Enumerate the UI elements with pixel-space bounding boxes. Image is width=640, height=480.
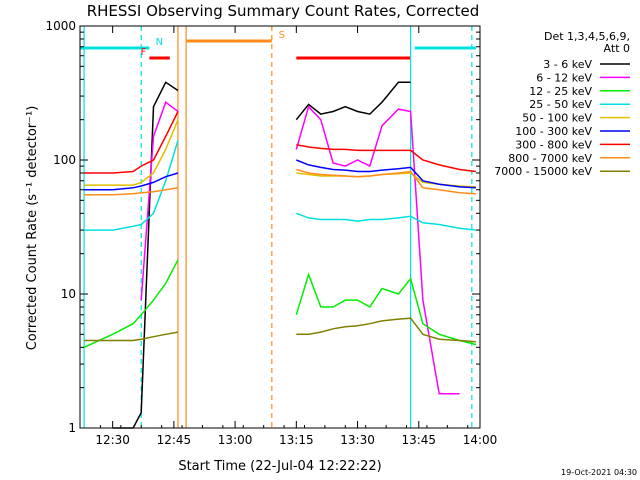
series-line-12-25-kev [83, 259, 477, 348]
series-line-25-50-kev [84, 140, 476, 231]
series-line-300-800-kev [84, 111, 476, 174]
legend-label-25-50-kev: 25 - 50 keV [529, 98, 592, 111]
footer-stamp: 19-Oct-2021 04:30 [561, 468, 637, 477]
legend-header-line-2: Att 0 [604, 42, 630, 55]
x-tick-label-12-30: 12:30 [95, 433, 130, 447]
y-tick-label-1: 1 [68, 421, 76, 435]
x-tick-label-13-15: 13:15 [279, 433, 314, 447]
x-axis-label: Start Time (22-Jul-04 12:22:22) [178, 459, 381, 474]
x-tick-label-13-30: 13:30 [340, 433, 375, 447]
x-tick-label-12-45: 12:45 [157, 433, 192, 447]
marker-label-s: S [279, 30, 285, 41]
y-tick-label-1000: 1000 [45, 19, 76, 33]
legend-label-3-6-kev: 3 - 6 keV [543, 58, 592, 71]
legend-label-7000-15000-kev: 7000 - 15000 keV [494, 165, 592, 178]
plot-frame [79, 25, 481, 429]
vertical-event-lines [83, 26, 473, 428]
marker-label-n: N [156, 37, 163, 48]
series-lines [83, 81, 477, 429]
observing-markers: N S F [80, 30, 476, 60]
x-tick-label-13-00: 13:00 [218, 433, 253, 447]
legend-label-6-12-kev: 6 - 12 keV [536, 71, 592, 84]
y-tick-label-10: 10 [61, 287, 76, 301]
series-line-100-300-kev [84, 159, 476, 191]
series-line-800-7000-kev [84, 168, 476, 196]
legend-label-12-25-kev: 12 - 25 keV [529, 85, 592, 98]
x-tick-label-13-45: 13:45 [401, 433, 436, 447]
legend-label-100-300-kev: 100 - 300 keV [515, 125, 592, 138]
legend-label-800-7000-kev: 800 - 7000 keV [508, 152, 592, 165]
marker-label-f: F [141, 47, 147, 58]
legend-label-300-800-kev: 300 - 800 keV [515, 138, 592, 151]
series-line-7000-15000-kev [84, 317, 476, 343]
chart-title: RHESSI Observing Summary Count Rates, Co… [87, 2, 480, 20]
y-tick-label-100: 100 [53, 153, 76, 167]
axes: 12:30 12:45 13:00 13:15 13:30 13:45 14:00 1 10 10… [45, 19, 497, 447]
legend-label-50-100-kev: 50 - 100 keV [522, 112, 592, 125]
x-tick-label-14-00: 14:00 [463, 433, 498, 447]
y-axis-label: Corrected Count Rate (s⁻¹ detector⁻¹) [25, 106, 40, 351]
legend-header-line-1: Det 1,3,4,5,6,9, [544, 30, 630, 43]
